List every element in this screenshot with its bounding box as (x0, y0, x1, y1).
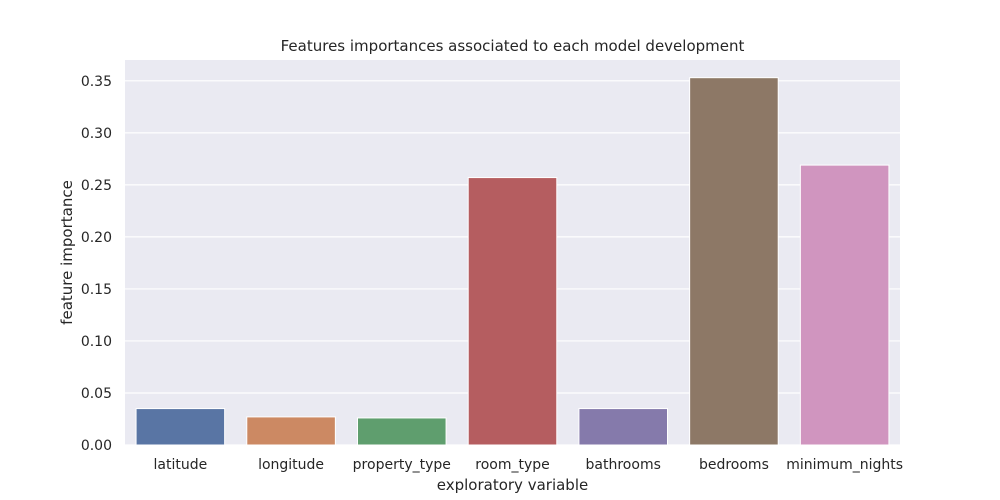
bar-latitude (135, 408, 226, 446)
y-tick-labels: 0.00 0.05 0.10 0.15 0.20 0.25 0.30 0.35 (81, 74, 112, 454)
x-tick-label: bedrooms (699, 457, 769, 473)
x-tick-labels: latitude longitude property_type room_type b… (153, 457, 903, 473)
x-tick-label: minimum_nights (786, 457, 903, 473)
bar-bedrooms (689, 77, 779, 446)
bar-longitude (246, 416, 336, 446)
x-tick-label: bathrooms (586, 457, 661, 473)
y-axis-label: feature importance (58, 180, 76, 325)
y-tick-label: 0.20 (81, 230, 112, 246)
bar-room-type (467, 177, 558, 446)
y-tick-label: 0.25 (81, 178, 112, 194)
y-tick-label: 0.15 (81, 282, 112, 298)
x-tick-label: room_type (475, 457, 550, 473)
y-tick-label: 0.05 (81, 386, 112, 402)
y-tick-label: 0.35 (81, 74, 112, 90)
x-tick-label: longitude (258, 457, 324, 473)
y-tick-label: 0.00 (81, 438, 112, 454)
x-tick-label: latitude (153, 457, 207, 473)
x-axis-label: exploratory variable (437, 476, 588, 494)
x-tick-label: property_type (353, 457, 451, 473)
bar-property-type (357, 417, 447, 446)
chart-title: Features importances associated to each … (281, 37, 745, 55)
y-tick-label: 0.30 (81, 126, 112, 142)
bars-group (135, 77, 890, 446)
bar-minimum-nights (799, 164, 890, 446)
bar-bathrooms (578, 408, 669, 446)
y-tick-label: 0.10 (81, 334, 112, 350)
